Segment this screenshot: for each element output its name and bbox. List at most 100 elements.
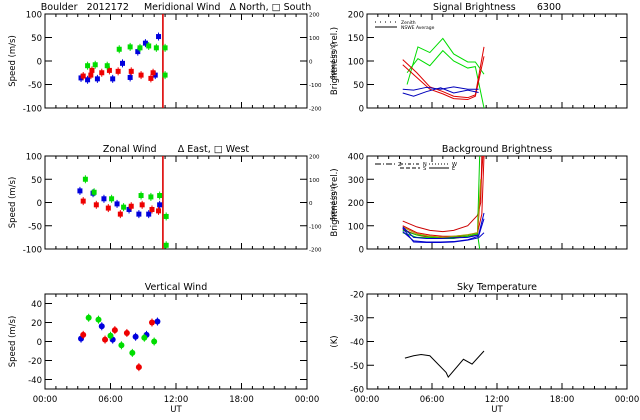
series-line-red-2 <box>402 56 485 101</box>
plot-frame <box>366 155 628 250</box>
y-tick-label: 100 <box>26 153 42 163</box>
y-tick-label: -40 <box>28 376 42 386</box>
y-tick-label: -20 <box>350 291 364 301</box>
data-point-green <box>146 43 152 49</box>
data-point-red <box>88 72 94 78</box>
data-point-green <box>141 334 148 341</box>
y-tick-label: 0 <box>359 246 364 256</box>
data-point-red <box>128 68 134 74</box>
x-axis-label: UT <box>170 405 182 415</box>
y-tick-label: 20 <box>31 319 42 329</box>
data-point-blue <box>126 206 132 212</box>
data-point-green <box>104 63 110 69</box>
series-line-red-1 <box>402 46 485 99</box>
chart-title: Signal Brightness 6300 <box>433 2 561 13</box>
data-point-red <box>115 68 121 74</box>
x-tick-label: 00:00 <box>355 395 380 405</box>
data-point-green <box>148 194 154 200</box>
chart-meridional: Boulder 2012172 Meridional Wind Δ North,… <box>8 2 337 115</box>
data-point-blue <box>156 34 162 40</box>
data-point-red <box>80 198 86 204</box>
y-tick-label: 200 <box>348 199 364 209</box>
y-tick-label: 50 <box>353 81 364 91</box>
plot-area <box>77 156 169 249</box>
chart-title: Background Brightness <box>442 144 552 155</box>
y-right-tick-label: -200 <box>309 248 322 254</box>
y-right-tick-label: 200 <box>309 13 320 19</box>
plot-frame <box>44 293 308 390</box>
y-tick-label: -60 <box>350 386 364 396</box>
legend-label: N <box>423 162 427 168</box>
legend-label: S <box>423 166 426 172</box>
plot-area <box>78 14 168 108</box>
data-point-blue <box>98 323 105 330</box>
series-line-red-1 <box>402 156 483 233</box>
plot-frame <box>366 293 628 390</box>
chart-title: Zonal Wind Δ East, □ West <box>103 144 250 155</box>
data-point-red <box>148 319 155 326</box>
legend-label: Zenith <box>401 20 416 26</box>
data-point-red <box>80 73 86 79</box>
data-point-red <box>117 211 123 217</box>
data-point-green <box>163 213 169 219</box>
legend-label: E <box>452 166 455 172</box>
y-tick-label: 100 <box>26 11 42 21</box>
y-tick-label: 100 <box>348 58 364 68</box>
plot-area <box>402 156 485 249</box>
data-point-blue <box>132 333 139 340</box>
data-point-red <box>150 70 156 76</box>
y-tick-label: 0 <box>37 58 42 68</box>
y-right-axis-label: Speed (m/s) <box>330 184 337 220</box>
data-point-green <box>118 342 125 349</box>
y-axis-label: Speed (m/s) <box>8 35 18 87</box>
y-tick-label: 50 <box>31 176 42 186</box>
data-point-red <box>138 72 144 78</box>
data-point-red <box>80 331 87 338</box>
x-axis-label: UT <box>491 405 503 415</box>
data-point-red <box>128 203 134 209</box>
y-tick-label: 0 <box>359 105 364 115</box>
data-point-green <box>85 314 92 321</box>
data-point-green <box>153 45 159 51</box>
chart-title: Vertical Wind <box>145 282 207 293</box>
data-point-green <box>129 349 136 356</box>
plot-frame <box>44 13 308 109</box>
y-tick-label: -100 <box>23 105 42 115</box>
data-point-green <box>137 45 143 51</box>
y-right-tick-label: 100 <box>309 36 320 42</box>
y-tick-label: -50 <box>28 81 42 91</box>
y-right-tick-label: 0 <box>309 60 313 66</box>
data-point-red <box>99 70 105 76</box>
data-point-red <box>89 67 95 73</box>
data-point-blue <box>157 202 163 208</box>
data-point-green <box>92 62 98 68</box>
data-point-green <box>121 204 127 210</box>
data-point-green <box>116 46 122 52</box>
series-line-sky <box>404 350 485 379</box>
y-tick-label: -30 <box>350 314 364 324</box>
data-point-green <box>162 72 168 78</box>
data-point-blue <box>114 201 120 207</box>
y-tick-label: 300 <box>348 176 364 186</box>
series-line-blue-1 <box>402 86 479 91</box>
series-line-green-2 <box>406 49 485 108</box>
chart-signal: Signal Brightness 6300 0 50 100 150 200 Bright… <box>330 2 628 115</box>
data-point-red <box>123 329 130 336</box>
y-right-tick-label: 200 <box>309 155 320 161</box>
y-axis-label: Speed (m/s) <box>8 177 18 229</box>
x-tick-label: 00:00 <box>295 395 320 405</box>
y-tick-label: -50 <box>28 222 42 232</box>
data-point-green <box>91 189 97 195</box>
y-tick-label: 50 <box>31 34 42 44</box>
series-line-olive <box>402 179 482 238</box>
data-point-red <box>106 67 112 73</box>
y-tick-label: -50 <box>350 362 364 372</box>
y-right-tick-label: -200 <box>309 107 322 113</box>
chart-vertical: Vertical Wind -40 -20 0 20 40 Speed (m/s) 00:00… <box>8 282 319 415</box>
y-axis-label: (K) <box>330 335 340 347</box>
data-point-green <box>163 242 169 248</box>
data-point-green <box>95 316 102 323</box>
data-point-blue <box>154 318 161 325</box>
y-tick-label: -40 <box>350 338 364 348</box>
